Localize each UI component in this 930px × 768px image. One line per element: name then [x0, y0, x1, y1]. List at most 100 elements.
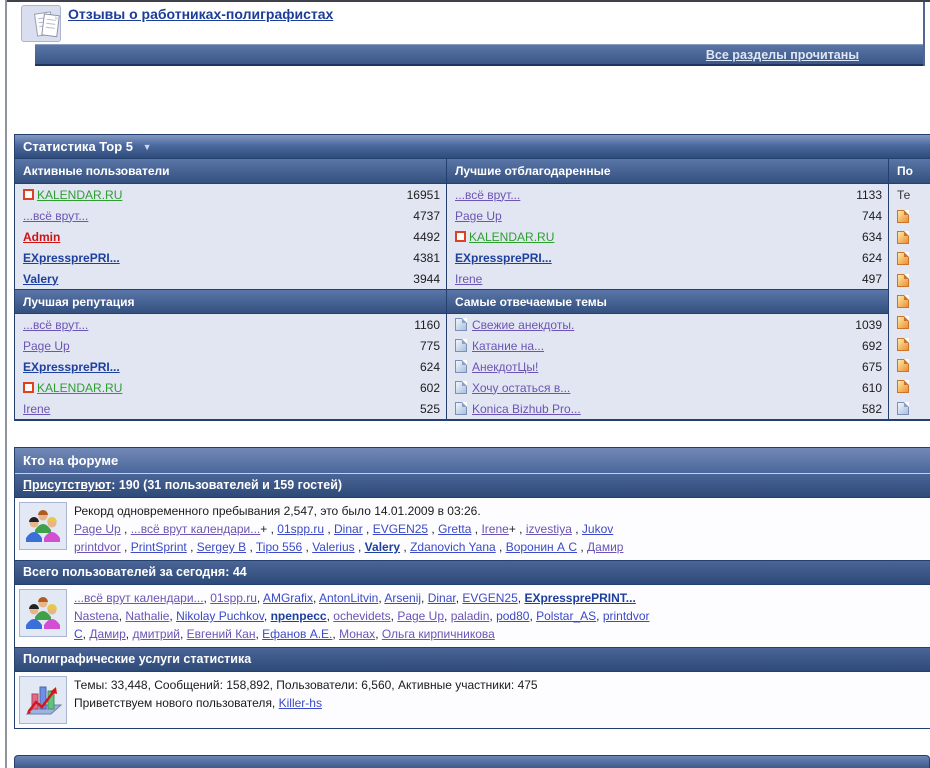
- online-users-line: Page Up , ...всё врут календари...+ , 01…: [74, 522, 614, 536]
- online-user-link[interactable]: Jukov: [581, 522, 614, 536]
- online-user-link[interactable]: ochevidets: [333, 609, 391, 623]
- online-user-link[interactable]: Page Up: [397, 609, 445, 623]
- online-user-link[interactable]: PrintSprint: [130, 540, 187, 554]
- top5-row: Konica Bizhub Pro... 582: [447, 398, 888, 419]
- topic-link[interactable]: Konica Bizhub Pro...: [472, 401, 581, 416]
- collapse-arrow-icon[interactable]: ▼: [142, 142, 152, 152]
- presence-link[interactable]: Присутствуют: [23, 478, 112, 492]
- online-user-link[interactable]: Дамир: [89, 627, 126, 641]
- online-user-link[interactable]: ...всё врут календари...: [130, 522, 261, 536]
- online-user-link[interactable]: С: [74, 627, 83, 641]
- online-user-link[interactable]: Монах: [339, 627, 376, 641]
- partial-row: Те: [889, 184, 930, 205]
- online-user-link[interactable]: 01spp.ru: [210, 591, 257, 605]
- today-users-line: Nastena, Nathalie, Nikolay Puchkov, npen…: [74, 609, 650, 623]
- stat-value: 497: [861, 271, 882, 286]
- topic-link[interactable]: Хочу остаться в...: [472, 380, 571, 395]
- online-user-link[interactable]: Valerius: [312, 540, 355, 554]
- online-user-link[interactable]: Zdanovich Yana: [410, 540, 496, 554]
- stat-value: 4737: [413, 208, 440, 223]
- online-user-link[interactable]: EVGEN25: [372, 522, 429, 536]
- online-user-link[interactable]: EXpressprePRINT...: [524, 591, 636, 605]
- online-user-link[interactable]: Dinar: [427, 591, 456, 605]
- statistics-chart-icon: [19, 676, 67, 724]
- online-user-link[interactable]: 01spp.ru: [277, 522, 324, 536]
- online-user-link[interactable]: Ольга кирпичникова: [381, 627, 495, 641]
- online-user-link[interactable]: izvestiya: [525, 522, 572, 536]
- mark-read-bar: Все разделы прочитаны: [35, 44, 923, 66]
- online-user-link[interactable]: Dinar: [334, 522, 363, 536]
- user-link[interactable]: EXpressprePRI...: [23, 359, 120, 374]
- online-user-link[interactable]: pod80: [496, 609, 530, 623]
- user-link[interactable]: ...всё врут...: [23, 208, 89, 223]
- topic-link[interactable]: Свежие анекдоты.: [472, 317, 575, 332]
- online-user-link[interactable]: Дамир: [587, 540, 624, 554]
- online-user-link[interactable]: AMGrafix: [262, 591, 313, 605]
- stat-value: 610: [861, 380, 882, 395]
- forum-row: Отзывы о работниках-полиграфистах: [14, 2, 923, 44]
- online-user-link[interactable]: Arsenij: [384, 591, 422, 605]
- online-user-link[interactable]: Irene: [481, 522, 509, 536]
- topic-page-icon: [897, 401, 909, 415]
- online-user-link[interactable]: npenpecc: [270, 609, 327, 623]
- online-user-link[interactable]: Polstar_AS: [536, 609, 597, 623]
- window-top-border: [5, 0, 930, 2]
- today-users-text: ...всё врут календари..., 01spp.ru, AMGr…: [74, 589, 930, 643]
- user-link[interactable]: Irene: [23, 401, 51, 416]
- page-content: Отзывы о работниках-полиграфистах Все ра…: [14, 2, 930, 729]
- online-user-link[interactable]: дмитрий: [132, 627, 180, 641]
- online-user-link[interactable]: Sergey B: [196, 540, 247, 554]
- user-link[interactable]: KALENDAR.RU: [469, 229, 555, 244]
- user-link[interactable]: KALENDAR.RU: [37, 187, 123, 202]
- online-user-link[interactable]: Page Up: [74, 522, 121, 536]
- spacer: [14, 421, 930, 447]
- user-link[interactable]: Admin: [23, 229, 61, 244]
- today-users-block: ...всё врут календари..., 01spp.ru, AMGr…: [15, 585, 930, 648]
- user-link[interactable]: Page Up: [455, 208, 502, 223]
- top5-row: ...всё врут... 4737: [15, 205, 446, 226]
- user-link[interactable]: EXpressprePRI...: [455, 250, 552, 265]
- forum-title-link[interactable]: Отзывы о работниках-полиграфистах: [68, 6, 334, 22]
- topic-page-icon: [455, 339, 467, 352]
- top5-row: Катание на... 692: [447, 335, 888, 356]
- stat-value: 525: [419, 401, 440, 416]
- user-link[interactable]: EXpressprePRI...: [23, 250, 120, 265]
- stat-value: 675: [861, 359, 882, 374]
- online-user-link[interactable]: AntonLitvin: [318, 591, 379, 605]
- new-user-link[interactable]: Killer-hs: [278, 696, 322, 710]
- column-header-partial: По: [889, 159, 930, 184]
- online-user-link[interactable]: Nikolay Puchkov: [176, 609, 264, 623]
- user-link[interactable]: Page Up: [23, 338, 70, 353]
- online-user-link[interactable]: Gretta: [438, 522, 472, 536]
- stat-value: 4492: [413, 229, 440, 244]
- mark-all-read-link[interactable]: Все разделы прочитаны: [705, 48, 859, 62]
- stat-value: 1133: [856, 187, 882, 202]
- top5-row: Admin 4492: [15, 226, 446, 247]
- today-users-line: С, Дамир, дмитрий, Евгений Кан, Ефанов А…: [74, 627, 495, 641]
- topic-link[interactable]: АнекдотЦы!: [472, 359, 539, 374]
- online-user-link[interactable]: Воронин А С: [505, 540, 578, 554]
- online-user-link[interactable]: paladin: [450, 609, 490, 623]
- user-link[interactable]: ...всё врут...: [23, 317, 89, 332]
- online-user-link[interactable]: printdvor: [74, 540, 121, 554]
- topic-link[interactable]: Катание на...: [472, 338, 545, 353]
- partial-row: [889, 227, 930, 248]
- online-user-link[interactable]: Nastena: [74, 609, 119, 623]
- user-link[interactable]: KALENDAR.RU: [37, 380, 123, 395]
- online-user-link[interactable]: printdvor: [602, 609, 650, 623]
- online-user-link[interactable]: ...всё врут календари...: [74, 591, 204, 605]
- forum-notes-icon: [21, 5, 61, 42]
- online-user-link[interactable]: Valery: [364, 540, 401, 554]
- online-user-link[interactable]: Nathalie: [125, 609, 170, 623]
- topic-page-icon: [897, 316, 909, 330]
- top5-row: Хочу остаться в... 610: [447, 377, 888, 398]
- stats-top5-panel: Статистика Top 5 ▼ Активные пользователи…: [14, 134, 930, 421]
- online-user-link[interactable]: Tipo 556: [255, 540, 303, 554]
- top5-row: KALENDAR.RU 634: [447, 226, 888, 247]
- user-link[interactable]: Irene: [455, 271, 483, 286]
- online-user-link[interactable]: Евгений Кан: [186, 627, 256, 641]
- online-user-link[interactable]: Ефанов А.Е.: [262, 627, 333, 641]
- user-link[interactable]: Valery: [23, 271, 59, 286]
- online-user-link[interactable]: EVGEN25: [462, 591, 518, 605]
- user-link[interactable]: ...всё врут...: [455, 187, 521, 202]
